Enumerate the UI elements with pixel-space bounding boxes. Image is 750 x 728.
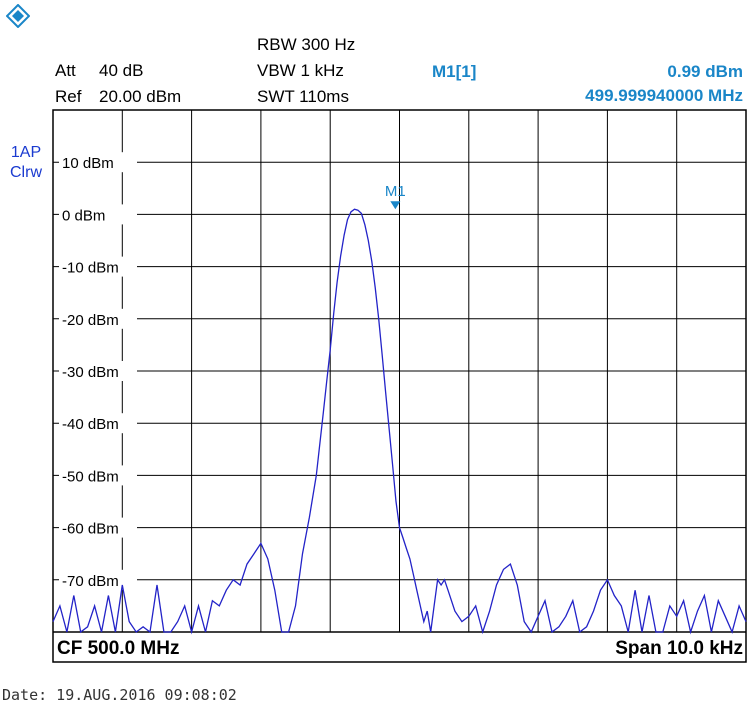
trace-detector: 1AP (10, 144, 42, 161)
y-tick-label-bg (59, 413, 137, 434)
trace-clear-write: Clrw (10, 164, 42, 181)
logo-icon (5, 3, 31, 29)
center-frequency: CF 500.0 MHz (57, 638, 180, 659)
marker-name: M1[1] (432, 62, 477, 81)
marker-level: 0.99 dBm (667, 62, 743, 81)
plot-grid (52, 109, 747, 663)
y-tick-label-bg (59, 308, 137, 329)
marker-frequency: 499.999940000 MHz (585, 86, 743, 105)
marker-triangle (390, 201, 401, 210)
y-tick-label-bg (59, 361, 137, 381)
swt-setting: SWT 110ms (257, 87, 349, 106)
y-tick-label: -30 dBm (62, 364, 119, 381)
y-tick-label: -40 dBm (62, 416, 119, 433)
rbw-setting: RBW 300 Hz (257, 35, 356, 54)
y-tick-label-bg (59, 517, 137, 538)
span: Span 10.0 kHz (615, 638, 743, 659)
att-label: Att (55, 61, 76, 80)
vbw-setting: VBW 1 kHz (257, 61, 344, 80)
y-tick-label-bg (59, 569, 137, 590)
y-tick-label-bg (59, 256, 137, 277)
y-tick-label: -10 dBm (62, 260, 119, 277)
y-tick-label-bg (59, 204, 137, 225)
y-tick-label: -20 dBm (62, 312, 119, 329)
y-tick-label: -60 dBm (62, 521, 119, 538)
y-tick-label: -50 dBm (62, 468, 119, 485)
y-tick-label: 0 dBm (62, 207, 105, 224)
y-tick-label-bg (59, 152, 137, 173)
y-tick-label-bg (59, 465, 137, 486)
y-tick-label: 10 dBm (62, 155, 114, 172)
ref-value: 20.00 dBm (99, 87, 182, 106)
trace-mode: 1AP Clrw (4, 143, 48, 183)
y-tick-label: -70 dBm (62, 573, 119, 590)
ref-label: Ref (55, 87, 82, 106)
y-tick-labels: 10 dBm 0 dBm -10 dBm -20 dBm -30 dBm -40 dBm -… (59, 152, 137, 590)
spectrum-trace (52, 208, 747, 635)
att-value: 40 dB (99, 61, 144, 80)
marker-m1: M1 (385, 183, 406, 210)
timestamp: Date: 19.AUG.2016 09:08:02 (2, 686, 237, 704)
marker-label: M1 (385, 183, 406, 200)
